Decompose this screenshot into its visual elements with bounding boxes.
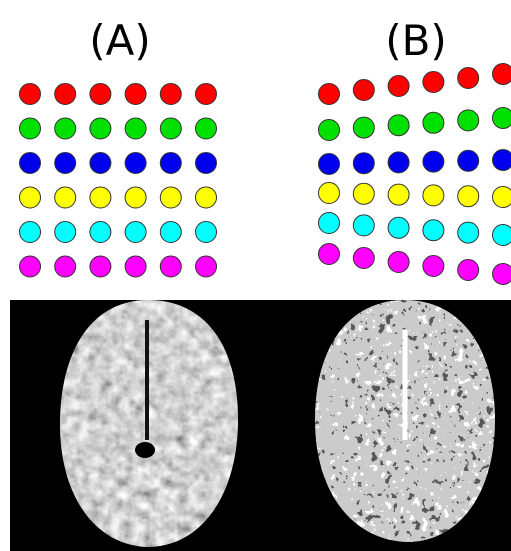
dot: [90, 118, 111, 139]
dot: [55, 84, 76, 105]
dot: [125, 256, 146, 277]
dot: [20, 153, 41, 174]
dot: [423, 112, 444, 133]
dot: [125, 153, 146, 174]
dot: [20, 84, 41, 105]
dot: [353, 183, 374, 204]
dot: [196, 118, 217, 139]
dot: [20, 187, 41, 208]
dot: [458, 68, 479, 89]
dot: [160, 153, 181, 174]
dot: [458, 186, 479, 207]
dot: [353, 248, 374, 269]
dot: [319, 154, 340, 175]
dot: [160, 256, 181, 277]
dot: [319, 183, 340, 204]
dot: [493, 187, 511, 208]
dot: [423, 220, 444, 241]
dot: [90, 256, 111, 277]
dot: [353, 117, 374, 138]
dot: [388, 115, 409, 136]
dot: [388, 184, 409, 205]
dot: [458, 150, 479, 171]
dot: [388, 76, 409, 97]
dot: [196, 187, 217, 208]
dot: [196, 84, 217, 105]
dot: [423, 185, 444, 206]
dot: [319, 84, 340, 105]
dot-grids: [20, 64, 511, 285]
dot: [423, 72, 444, 93]
figure: (A) (B): [0, 0, 511, 551]
dot: [20, 118, 41, 139]
dot: [493, 264, 511, 285]
dot: [493, 108, 511, 129]
dot: [493, 64, 511, 85]
dot: [196, 222, 217, 243]
dot: [458, 260, 479, 281]
dot: [55, 187, 76, 208]
dot: [458, 222, 479, 243]
dot: [353, 153, 374, 174]
dot: [90, 84, 111, 105]
dot: [353, 215, 374, 236]
dot: [90, 153, 111, 174]
dot: [90, 222, 111, 243]
dot: [160, 222, 181, 243]
dot: [125, 222, 146, 243]
dot: [353, 80, 374, 101]
dot: [493, 225, 511, 246]
dot: [20, 256, 41, 277]
panel-label: (B): [385, 16, 447, 65]
dot: [388, 152, 409, 173]
dot: [319, 244, 340, 265]
dot: [423, 256, 444, 277]
dot: [90, 187, 111, 208]
dot: [125, 118, 146, 139]
dot: [160, 118, 181, 139]
dot: [55, 256, 76, 277]
dot: [55, 118, 76, 139]
dot: [160, 187, 181, 208]
dot: [160, 84, 181, 105]
dot: [196, 256, 217, 277]
dot: [423, 151, 444, 172]
dot: [458, 110, 479, 131]
dot: [55, 222, 76, 243]
panel-label: (A): [89, 16, 151, 65]
dot: [125, 84, 146, 105]
dot: [319, 213, 340, 234]
dot: [55, 153, 76, 174]
dot: [319, 120, 340, 141]
dot: [20, 222, 41, 243]
dot: [493, 150, 511, 171]
dot: [196, 153, 217, 174]
dot: [125, 187, 146, 208]
dot: [388, 217, 409, 238]
dot: [388, 252, 409, 273]
